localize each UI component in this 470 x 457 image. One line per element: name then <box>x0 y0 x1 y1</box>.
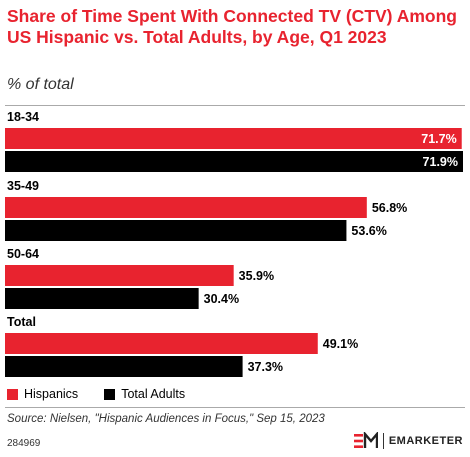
data-label-hispanics-35-49: 56.8% <box>372 201 407 215</box>
bar-hispanics-total <box>5 333 318 354</box>
bar-total-adults-50-64 <box>5 288 199 309</box>
category-label-35-49: 35-49 <box>7 179 39 193</box>
bar-total-adults-35-49 <box>5 220 347 241</box>
data-label-total-adults-35-49: 53.6% <box>351 224 386 238</box>
data-label-total-adults-50-64: 30.4% <box>204 292 239 306</box>
legend: Hispanics Total Adults <box>7 387 211 401</box>
top-divider <box>5 105 465 106</box>
bar-chart: 18-34 71.7% 71.9% 35-49 56.8% 53.6% 50-64 35.9%… <box>5 110 463 377</box>
data-label-hispanics-total: 49.1% <box>323 337 358 351</box>
chart-title: Share of Time Spent With Connected TV (C… <box>7 6 457 47</box>
bar-total-adults-total <box>5 356 243 377</box>
legend-swatch-total-adults <box>104 388 116 400</box>
brand-name: EMARKETER <box>388 435 463 447</box>
legend-swatch-hispanics <box>7 388 18 400</box>
bar-hispanics-50-64 <box>5 265 234 286</box>
emarketer-logo-icon <box>353 432 378 448</box>
category-label-total: Total <box>7 315 36 329</box>
data-label-hispanics-18-34: 71.7% <box>421 132 456 146</box>
data-label-total-adults-18-34: 71.9% <box>423 155 458 169</box>
chart-subtitle: % of total <box>7 76 74 93</box>
category-label-18-34: 18-34 <box>7 110 39 124</box>
bar-hispanics-18-34 <box>5 128 462 149</box>
legend-item-hispanics: Hispanics <box>7 387 78 401</box>
bottom-divider <box>5 407 465 408</box>
data-label-total-adults-total: 37.3% <box>248 360 283 374</box>
source-note: Source: Nielsen, "Hispanic Audiences in … <box>7 413 325 425</box>
legend-item-total-adults: Total Adults <box>104 387 185 401</box>
category-label-50-64: 50-64 <box>7 247 39 261</box>
data-label-hispanics-50-64: 35.9% <box>239 269 274 283</box>
chart-id: 284969 <box>7 438 41 449</box>
bar-total-adults-18-34 <box>5 151 463 172</box>
brand: EMARKETER <box>353 432 463 450</box>
bar-hispanics-35-49 <box>5 197 367 218</box>
brand-separator <box>382 433 384 449</box>
legend-label-total-adults: Total Adults <box>121 387 186 401</box>
legend-label-hispanics: Hispanics <box>24 387 79 401</box>
